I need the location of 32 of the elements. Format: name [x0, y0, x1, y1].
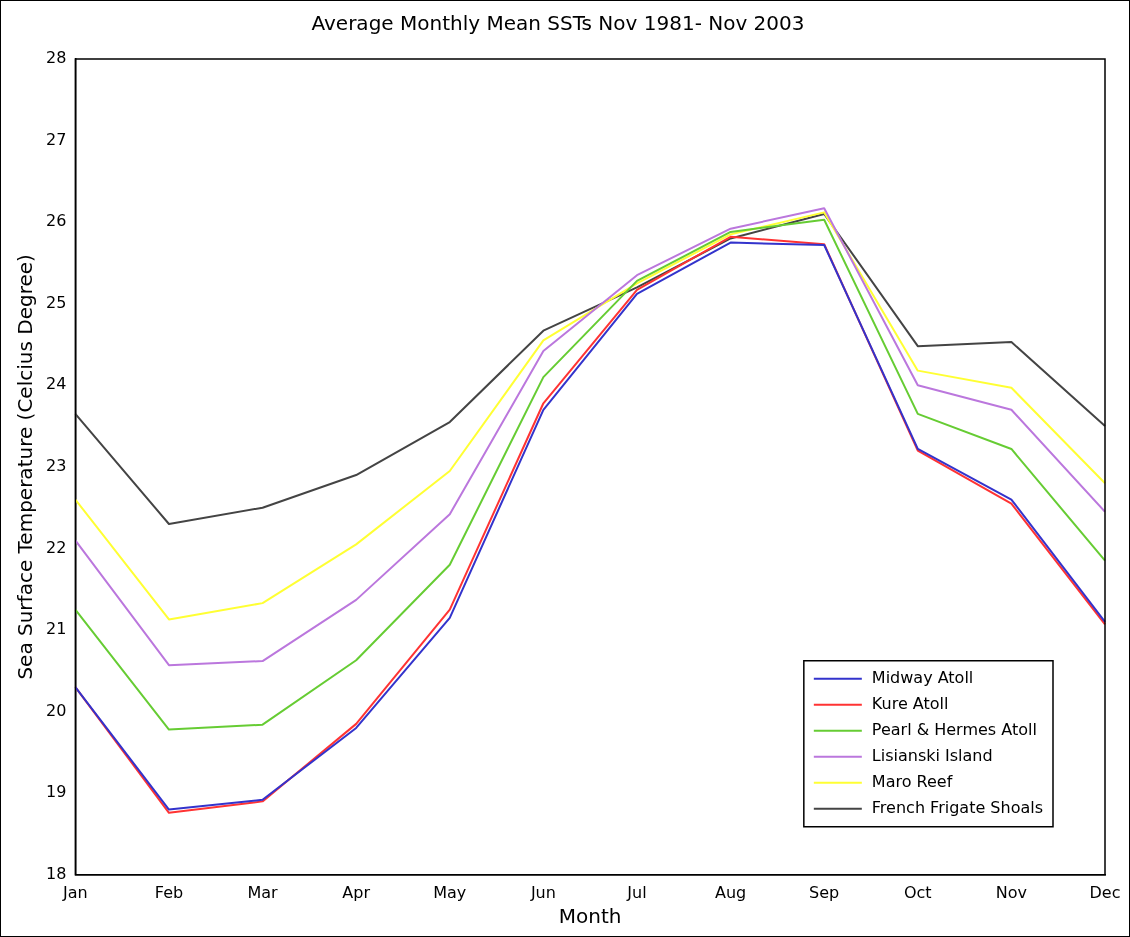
x-tick-label: Feb — [154, 882, 184, 902]
y-tick-label: 25 — [46, 292, 67, 312]
x-tick-label: Jun — [529, 882, 556, 902]
legend-label: French Frigate Shoals — [871, 797, 1043, 817]
y-tick-label: 22 — [46, 537, 67, 557]
legend-label: Lisianski Island — [871, 745, 993, 765]
y-tick-label: 20 — [46, 700, 67, 720]
legend-label: Kure Atoll — [871, 693, 949, 713]
x-tick-label: Mar — [247, 882, 279, 902]
y-tick-label: 18 — [46, 863, 67, 883]
x-tick-label: Dec — [1089, 882, 1121, 902]
y-tick-label: 27 — [46, 129, 67, 149]
y-tick-label: 21 — [46, 619, 67, 639]
chart-title: Average Monthly Mean SSTs Nov 1981- Nov 2003 — [311, 11, 805, 36]
x-tick-label: Jul — [626, 882, 647, 902]
x-tick-label: Nov — [995, 882, 1028, 902]
x-tick-label: Oct — [903, 882, 932, 902]
x-tick-label: Aug — [714, 882, 747, 902]
y-tick-label: 26 — [46, 211, 67, 231]
x-tick-label: May — [433, 882, 467, 902]
x-tick-label: Sep — [809, 882, 840, 902]
x-tick-label: Jan — [62, 882, 88, 902]
legend-label: Pearl & Hermes Atoll — [871, 719, 1037, 739]
y-axis-title: Sea Surface Temperature (Celcius Degree) — [13, 254, 38, 680]
legend-label: Maro Reef — [871, 771, 953, 791]
x-tick-label: Apr — [342, 882, 371, 902]
y-tick-label: 28 — [46, 48, 67, 68]
legend-label: Midway Atoll — [871, 667, 974, 687]
x-axis-title: Month — [558, 904, 622, 929]
y-tick-label: 24 — [46, 374, 67, 394]
y-tick-label: 19 — [46, 782, 67, 802]
y-tick-label: 23 — [46, 456, 67, 476]
